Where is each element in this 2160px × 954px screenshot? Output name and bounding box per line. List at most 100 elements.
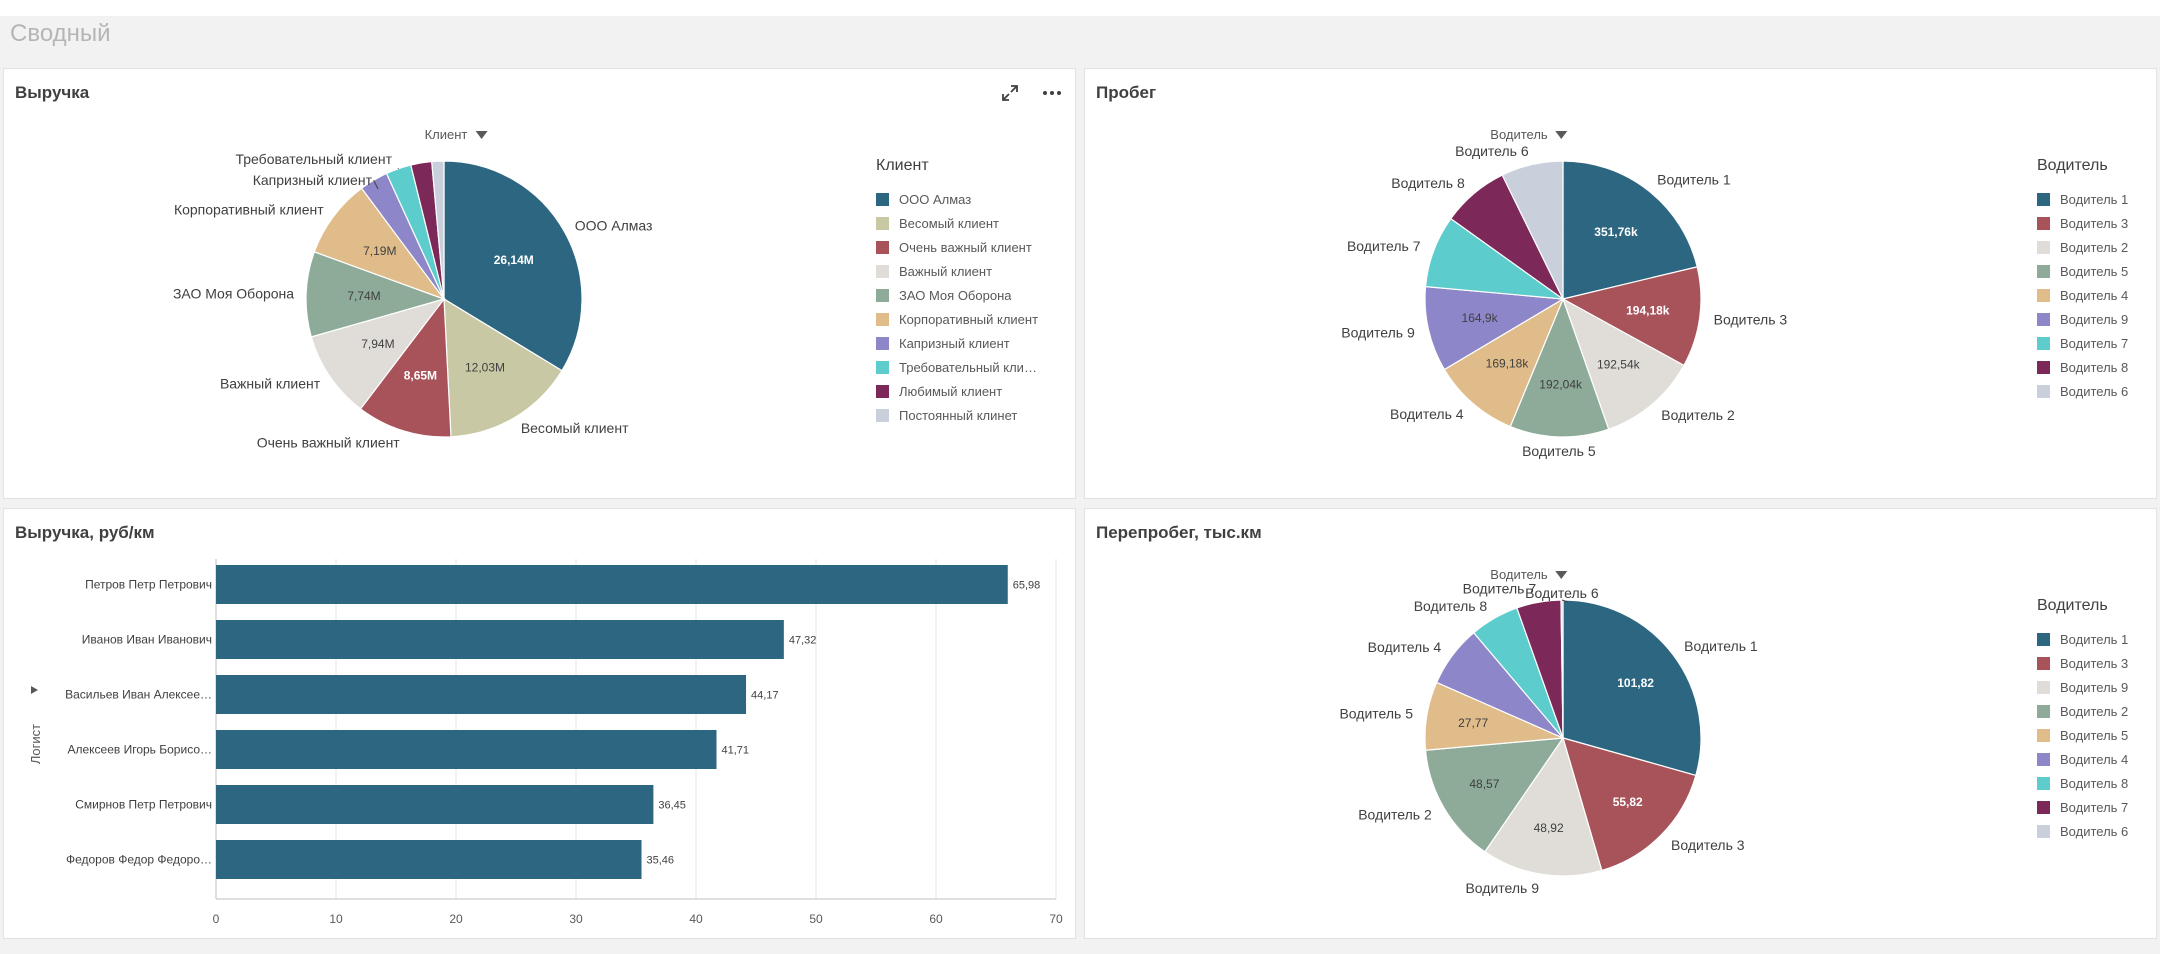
bar-chart-revenue-per-km[interactable]: 0 10 20 30 40 50 60 70 Петров Петр Петрович 65,98… [4,547,1074,937]
legend-swatch [876,384,889,398]
pie-chart-mileage[interactable]: 351,76k Водитель 1 194,18k Водитель 3 192,54… [1085,119,1925,499]
panel-title: Выручка, руб/км [15,523,155,542]
pie-slice-водитель-5[interactable] [1509,297,1610,438]
panel-revenue-per-km[interactable]: Выручка, руб/км 0 10 20 30 40 50 60 70 Петров Пе… [3,508,1076,939]
slice-value-label: 48,92 [1534,821,1564,835]
legend-label: Корпоративный клиент [899,311,1039,327]
legend-item-любимый-клиент[interactable]: Любимый клиент [876,379,1066,403]
legend-item-водитель-7[interactable]: Водитель 7 [2037,331,2147,355]
slice-category-label: Весомый клиент [521,420,629,436]
legend-item-капризный-клиент[interactable]: Капризный клиент [876,331,1066,355]
panel-title: Выручка [15,83,90,102]
bar-васильев-иван-алексее[interactable] [216,675,747,714]
legend-item-водитель-4[interactable]: Водитель 4 [2037,747,2147,771]
legend-item-водитель-6[interactable]: Водитель 6 [2037,819,2147,843]
slice-value-label: 7,94M [361,337,394,351]
x-tick-label: 0 [213,912,220,926]
bar-петров-петр-петрович[interactable] [216,565,1008,604]
legend-item-зао-моя-оборона[interactable]: ЗАО Моя Оборона [876,283,1066,307]
slice-category-label: Корпоративный клиент [174,201,324,217]
legend-label: Капризный клиент [899,335,1010,351]
pie-slice-водитель-9[interactable] [1424,285,1565,371]
legend-item-водитель-3[interactable]: Водитель 3 [2037,211,2147,235]
dimension-label: Водитель [1490,567,1548,582]
legend-item-водитель-9[interactable]: Водитель 9 [2037,307,2147,331]
pie-slice-очень-важный-клиент[interactable] [359,297,452,438]
pie-slice-водитель-9[interactable] [1484,736,1603,877]
more-icon[interactable] [1042,83,1062,108]
legend-item-водитель-1[interactable]: Водитель 1 [2037,627,2147,651]
pie-slice-ооо-алмаз[interactable] [443,160,583,372]
slice-value-label: 169,18k [1486,357,1530,371]
bar-value-label: 44,17 [751,690,779,702]
y-axis-title[interactable]: Логист [28,724,43,764]
pie-slice-водитель-6[interactable] [1501,160,1564,300]
slice-category-label: Водитель 9 [1465,880,1539,896]
slice-value-label: 7,74M [347,289,380,303]
slice-value-label: 101,82 [1617,676,1654,690]
panel-title: Пробег [1096,83,1157,102]
legend-item-ооо-алмаз[interactable]: ООО Алмаз [876,187,1066,211]
dimension-label: Клиент [424,127,468,142]
pie-slice-водитель-1[interactable] [1562,160,1698,300]
label-leader-line [373,180,379,190]
legend-item-водитель-6[interactable]: Водитель 6 [2037,379,2147,403]
legend-item-водитель-3[interactable]: Водитель 3 [2037,651,2147,675]
expand-icon[interactable] [1000,83,1020,108]
pie-slice-водитель-1[interactable] [1562,599,1702,777]
legend-item-водитель-8[interactable]: Водитель 8 [2037,355,2147,379]
bar-value-label: 36,45 [658,800,686,812]
pie-slice-водитель-3[interactable] [1562,737,1697,872]
slice-category-label: Очень важный клиент [257,434,401,450]
dimension-selector[interactable]: Водитель [1490,127,1568,142]
bar-федоров-федор-федоро[interactable] [216,840,642,879]
pie-slice-водитель-4[interactable] [1443,297,1565,428]
slice-value-label: 351,76k [1594,225,1638,239]
pie-slice-важный-клиент[interactable] [310,297,446,410]
pie-slice-весомый-клиент[interactable] [443,297,563,438]
bar-алексеев-игорь-борисо[interactable] [216,730,717,769]
panel-mileage[interactable]: Пробег Водитель 351,76k Водитель 1 194,18k… [1084,68,2157,499]
legend-label: Водитель 9 [2060,679,2129,695]
legend-item-водитель-5[interactable]: Водитель 5 [2037,259,2147,283]
legend-item-постоянный-клинет[interactable]: Постоянный клинет [876,403,1066,427]
pie-slice-водитель-2[interactable] [1561,297,1685,430]
legend-item-водитель-9[interactable]: Водитель 9 [2037,675,2147,699]
dimension-selector[interactable]: Клиент [425,127,488,142]
bar-смирнов-петр-петрович[interactable] [216,785,654,824]
pie-chart-revenue[interactable]: 26,14M ООО Алмаз 12,03M Весомый клиент 8,65M… [4,119,844,499]
pie-slice-корпоративный-клиент[interactable] [313,187,446,301]
legend-item-водитель-4[interactable]: Водитель 4 [2037,283,2147,307]
panel-revenue[interactable]: Выручка Клиент 26,14M ООО Алмаз 12,03M Весо… [3,68,1076,499]
legend-label: Очень важный клиент [899,239,1032,255]
slice-value-label: 192,04k [1539,378,1583,392]
legend-item-водитель-5[interactable]: Водитель 5 [2037,723,2147,747]
pie-slice-зао-моя-оборона[interactable] [305,251,446,338]
x-tick-label: 70 [1049,912,1063,926]
legend-item-весомый-клиент[interactable]: Весомый клиент [876,211,1066,235]
legend-revenue: Клиент ООО Алмаз Весомый клиент Очень важн… [876,157,1066,427]
pie-slice-водитель-3[interactable] [1561,266,1702,367]
pie-slice-постоянный-клинет[interactable] [431,160,445,300]
pie-chart-overmileage[interactable]: 101,82 Водитель 1 55,82 Водитель 3 48,92 Води… [1085,559,1925,939]
legend-item-корпоративный-клиент[interactable]: Корпоративный клиент [876,307,1066,331]
legend-item-важный-клиент[interactable]: Важный клиент [876,259,1066,283]
legend-swatch [2037,264,2050,278]
legend-item-водитель-2[interactable]: Водитель 2 [2037,699,2147,723]
slice-category-label: Водитель 6 [1525,585,1599,601]
legend-item-водитель-8[interactable]: Водитель 8 [2037,771,2147,795]
panel-overmileage[interactable]: Перепробег, тыс.км Водитель 101,82 Водите… [1084,508,2157,939]
legend-item-водитель-1[interactable]: Водитель 1 [2037,187,2147,211]
legend-item-водитель-7[interactable]: Водитель 7 [2037,795,2147,819]
triangle-right-icon[interactable] [31,686,38,694]
legend-item-очень-важный-клиент[interactable]: Очень важный клиент [876,235,1066,259]
bar-иванов-иван-иванович[interactable] [216,620,784,659]
legend-item-требовательный-клиент[interactable]: Требовательный кли… [876,355,1066,379]
legend-item-водитель-2[interactable]: Водитель 2 [2037,235,2147,259]
slice-value-label: 164,9k [1462,311,1499,325]
legend-swatch [2037,704,2050,718]
slice-category-label: ЗАО Моя Оборона [173,286,294,302]
y-category-label: Петров Петр Петрович [85,578,212,592]
dimension-selector[interactable]: Водитель [1490,567,1568,582]
pie-slice-водитель-2[interactable] [1424,737,1565,853]
